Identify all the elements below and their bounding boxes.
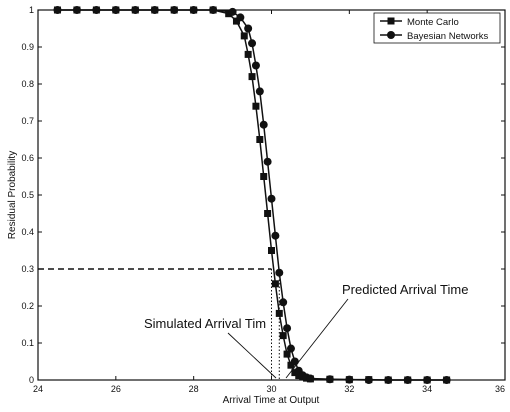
- point-monte-carlo: [279, 332, 287, 340]
- y-tick-label: 0.9: [21, 42, 34, 52]
- point-bayesian: [244, 24, 253, 33]
- x-tick-label: 28: [189, 384, 199, 394]
- point-bayesian: [170, 6, 179, 14]
- point-bayesian: [131, 6, 140, 14]
- annotation-simulated-arrival: Simulated Arrival Tim: [144, 316, 266, 331]
- point-bayesian: [403, 376, 412, 384]
- series: [53, 6, 451, 384]
- point-bayesian: [255, 87, 264, 96]
- point-bayesian: [271, 231, 280, 240]
- point-monte-carlo: [268, 247, 275, 254]
- annotation-predicted-arrival: Predicted Arrival Time: [342, 282, 468, 297]
- x-tick-label: 26: [111, 384, 121, 394]
- point-bayesian: [286, 344, 295, 353]
- point-monte-carlo: [271, 280, 279, 288]
- point-bayesian: [248, 39, 257, 48]
- legend-label-monte-carlo: Monte Carlo: [407, 17, 459, 28]
- x-axis-label: Arrival Time at Output: [223, 395, 320, 406]
- y-tick-label: 0.4: [21, 227, 34, 237]
- annotation-pointer-simulated: [227, 332, 277, 379]
- point-monte-carlo: [291, 369, 299, 377]
- point-bayesian: [442, 376, 451, 384]
- y-tick-label: 0: [29, 375, 34, 385]
- y-tick-label: 0.8: [21, 79, 34, 89]
- point-bayesian: [279, 298, 288, 307]
- point-monte-carlo: [256, 136, 264, 143]
- legend-label-bayesian: Bayesian Networks: [407, 31, 489, 42]
- legend-marker-bayesian: [387, 31, 395, 39]
- point-bayesian: [325, 375, 334, 384]
- legend: Monte Carlo Bayesian Networks: [373, 12, 501, 44]
- point-bayesian: [236, 13, 245, 22]
- x-ticks: 24 26 28 30 32 34 36: [33, 10, 506, 394]
- x-tick-label: 32: [344, 384, 354, 394]
- y-tick-label: 0.5: [21, 190, 34, 200]
- point-bayesian: [150, 6, 159, 14]
- point-monte-carlo: [287, 361, 295, 369]
- annotation-pointer-predicted: [285, 298, 349, 379]
- y-tick-label: 0.7: [21, 116, 34, 126]
- y-tick-label: 0.1: [21, 338, 34, 348]
- x-tick-label: 30: [266, 384, 276, 394]
- point-bayesian: [283, 324, 292, 333]
- point-bayesian: [345, 375, 354, 384]
- point-monte-carlo: [240, 32, 248, 40]
- point-bayesian: [263, 157, 272, 166]
- y-tick-label: 1: [29, 5, 34, 15]
- point-bayesian: [364, 376, 373, 384]
- point-bayesian: [423, 376, 432, 384]
- point-bayesian: [275, 268, 284, 277]
- y-ticks: 0 0.1 0.2 0.3 0.4 0.5 0.6 0.7 0.8 0.9 1: [21, 5, 505, 385]
- point-bayesian: [72, 6, 81, 14]
- y-axis-label: Residual Probability: [7, 151, 18, 239]
- point-bayesian: [111, 6, 120, 14]
- point-bayesian: [267, 194, 276, 203]
- point-bayesian: [53, 6, 62, 14]
- legend-box: [373, 12, 501, 44]
- reference-lines: [38, 268, 280, 380]
- point-bayesian: [251, 61, 260, 70]
- point-bayesian: [384, 376, 393, 384]
- y-tick-label: 0.2: [21, 301, 34, 311]
- x-tick-label: 36: [495, 384, 505, 394]
- legend-marker-monte-carlo: [387, 17, 395, 25]
- point-bayesian: [306, 374, 315, 383]
- point-bayesian: [228, 7, 237, 16]
- x-tick-label: 24: [33, 384, 43, 394]
- point-bayesian: [259, 120, 268, 129]
- point-bayesian: [209, 6, 218, 14]
- point-bayesian: [92, 6, 101, 14]
- point-monte-carlo: [232, 17, 240, 25]
- point-monte-carlo: [264, 210, 272, 217]
- x-tick-label: 34: [422, 384, 432, 394]
- point-bayesian: [189, 6, 198, 14]
- point-monte-carlo: [275, 309, 283, 317]
- point-monte-carlo: [244, 50, 252, 58]
- point-monte-carlo: [248, 73, 256, 81]
- point-monte-carlo: [225, 10, 233, 18]
- y-tick-label: 0.3: [21, 264, 34, 274]
- point-monte-carlo: [260, 173, 268, 180]
- point-bayesian: [290, 357, 299, 366]
- point-monte-carlo: [252, 102, 260, 110]
- y-tick-label: 0.6: [21, 153, 34, 163]
- point-monte-carlo: [283, 350, 291, 358]
